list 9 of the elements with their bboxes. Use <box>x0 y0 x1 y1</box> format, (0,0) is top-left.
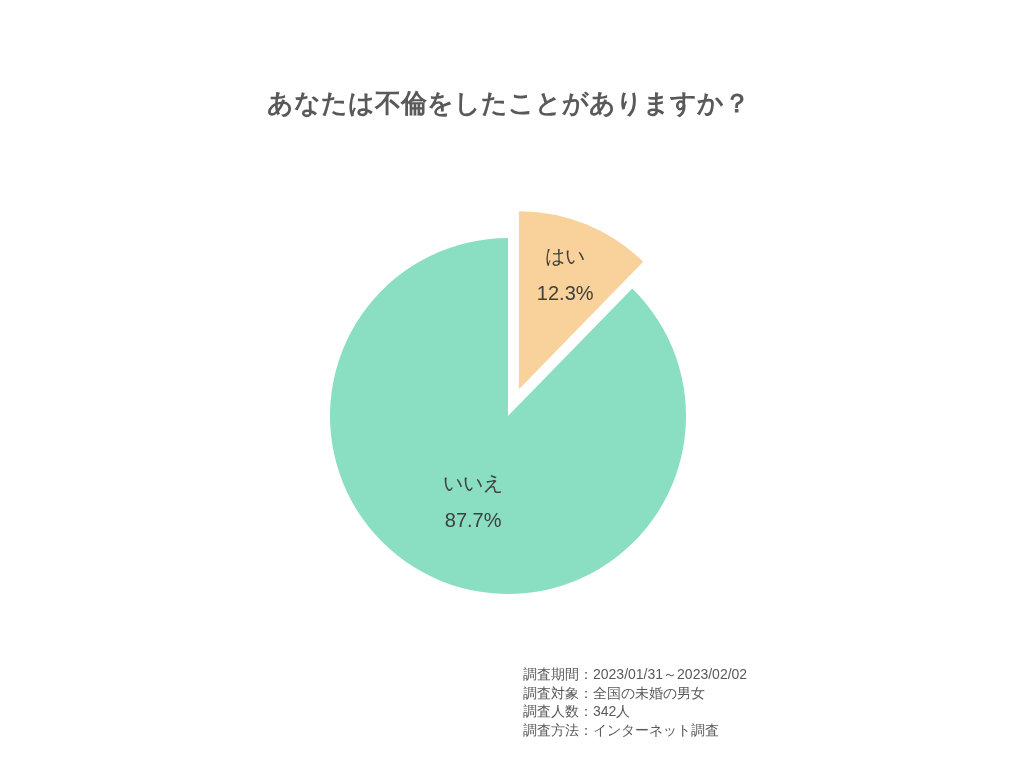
text: 調査人数：342人 <box>523 702 632 722</box>
slice-label: いいえ <box>443 471 504 494</box>
text: 調査対象：全国の未婚の男女 <box>523 683 706 703</box>
data-label: 87.7% <box>444 508 502 531</box>
chart-title: あなたは不倫をしたことがありますか？ <box>266 88 750 118</box>
text: 調査方法：インターネット調査 <box>523 721 720 740</box>
slice-label: はい <box>545 245 586 268</box>
text: 調査期間：2023/01/31～2023/02/02 <box>523 665 748 684</box>
data-label: 12.3% <box>536 282 594 305</box>
